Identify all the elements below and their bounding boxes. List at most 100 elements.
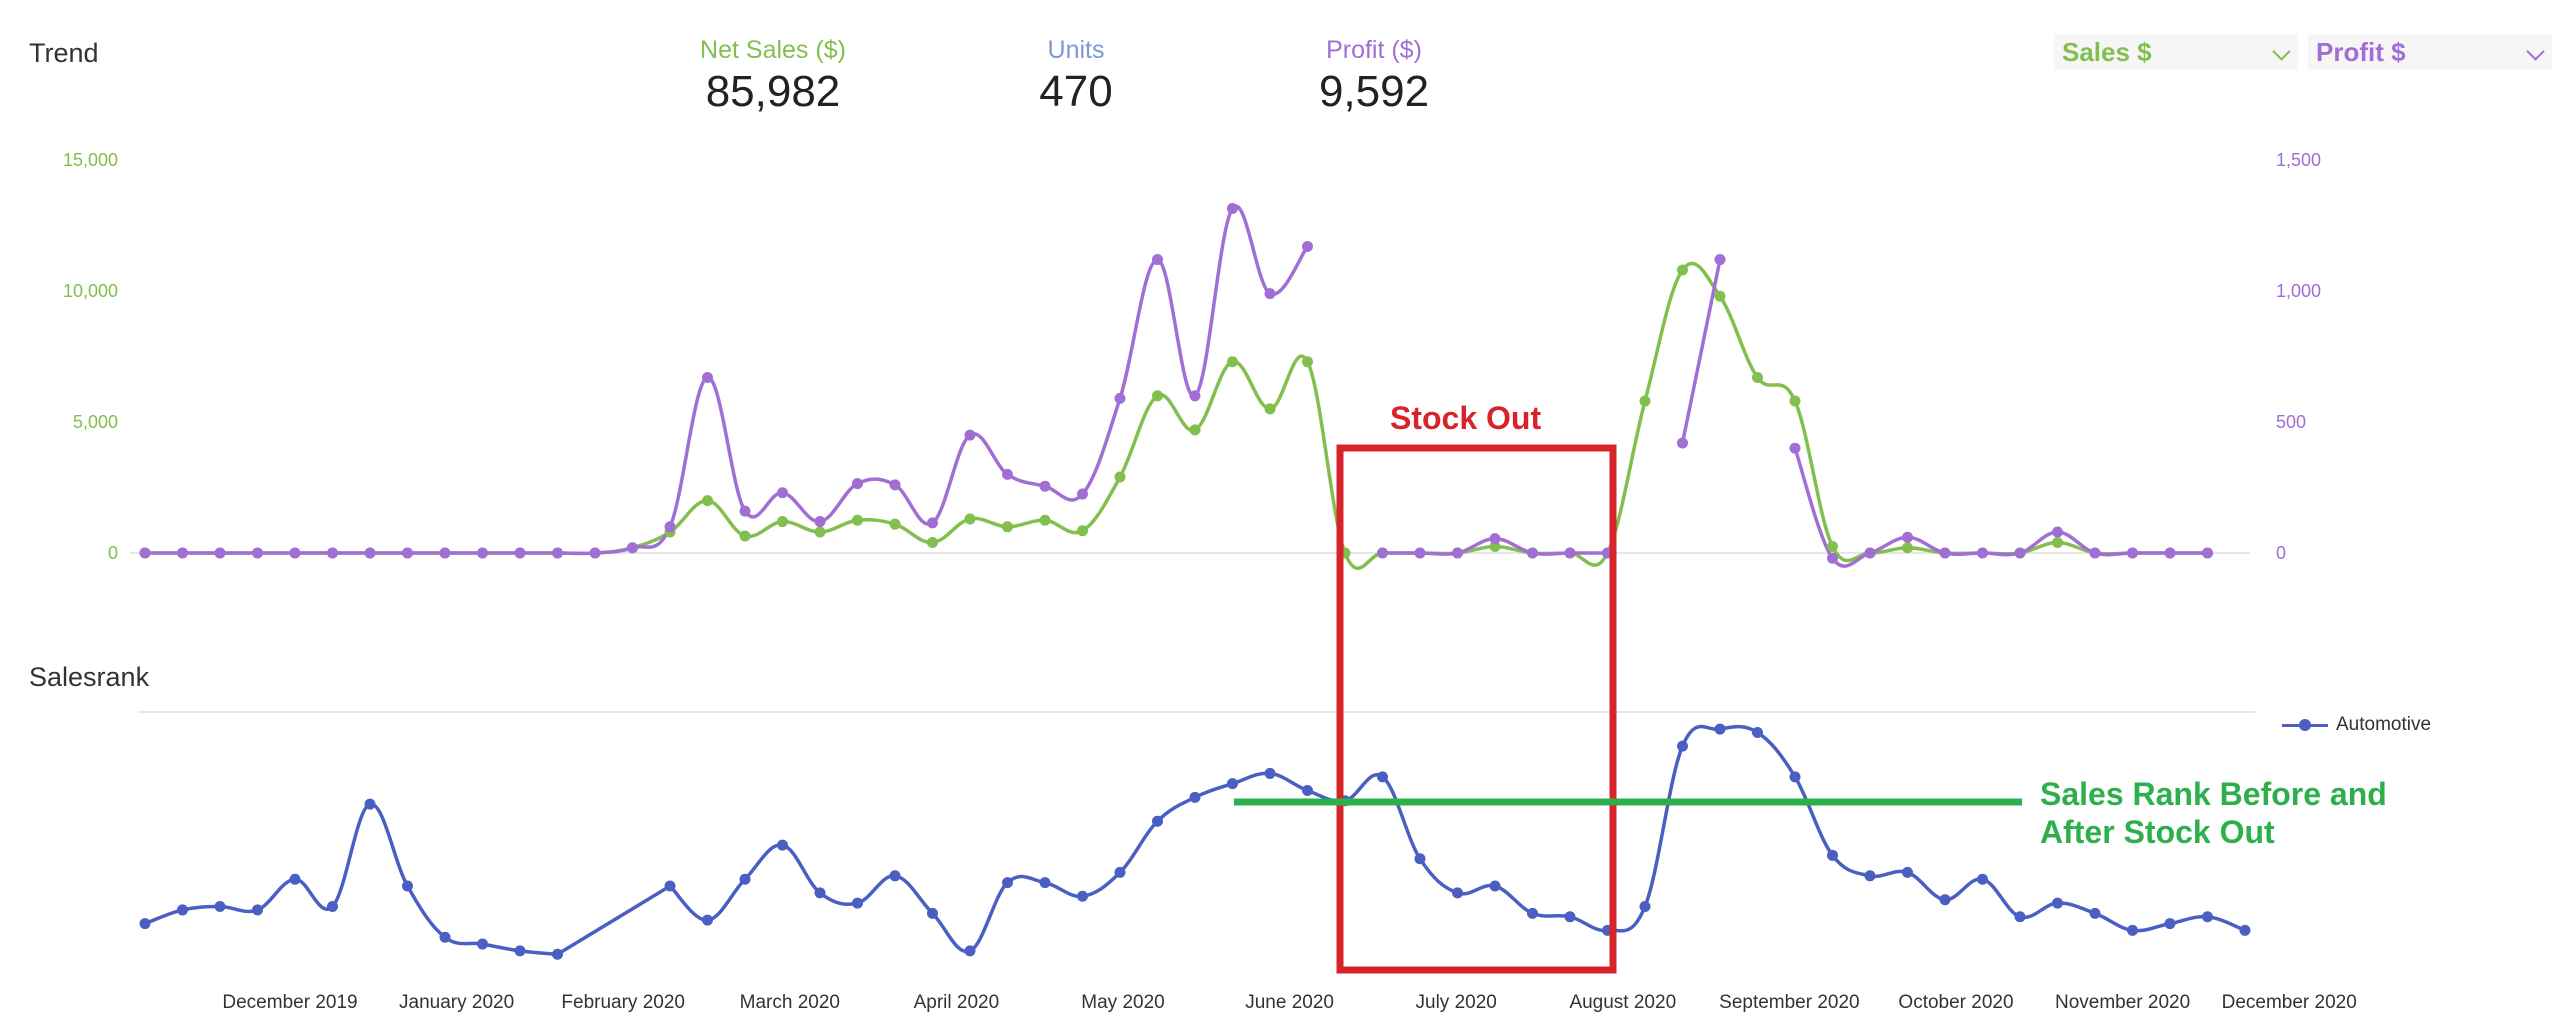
x-tick-label: October 2020: [1898, 992, 2013, 1013]
y-right-tick-label: 1,000: [2276, 281, 2321, 301]
sales-metric-dropdown-label: Sales $: [2062, 37, 2152, 67]
profit-point: [664, 521, 676, 533]
salesrank-point: [1114, 866, 1126, 878]
x-tick-label: March 2020: [740, 992, 840, 1013]
x-tick-label: July 2020: [1416, 992, 1497, 1013]
profit-point: [1939, 547, 1951, 559]
net-sales-point: [1039, 514, 1051, 526]
net-sales-point: [1639, 395, 1651, 407]
profit-point: [702, 371, 713, 383]
profit-point: [2202, 547, 2213, 559]
net-sales-point: [927, 537, 938, 549]
net-sales-point: [1152, 390, 1163, 402]
profit-point: [852, 478, 863, 490]
profit-point: [1077, 488, 1088, 500]
rank-line-label-line-1: Sales Rank Before and: [2040, 776, 2387, 812]
net-sales-point: [1114, 471, 1126, 483]
salesrank-point: [2014, 911, 2026, 923]
legend-label-automotive: Automotive: [2336, 714, 2432, 735]
profit-metric-dropdown-label: Profit $: [2316, 37, 2406, 67]
salesrank-point: [514, 945, 526, 957]
salesrank-point: [852, 897, 863, 909]
salesrank-point: [2127, 924, 2138, 936]
kpi-units-value: 470: [1039, 67, 1113, 116]
profit-point: [814, 516, 826, 528]
profit-point: [1789, 442, 1801, 454]
y-left-tick-label: 15,000: [63, 150, 118, 170]
salesrank-point: [1489, 880, 1501, 892]
legend-line-marker-icon: [2282, 718, 2328, 732]
salesrank-point: [214, 901, 226, 913]
net-sales-point: [1077, 525, 1088, 537]
profit-point: [1264, 288, 1276, 300]
net-sales-point: [1752, 371, 1763, 383]
y-left-tick-label: 0: [108, 543, 118, 563]
kpi-units: Units 470: [946, 36, 1206, 117]
x-tick-label: December 2020: [2222, 992, 2357, 1013]
salesrank-point: [2164, 918, 2176, 930]
x-tick-label: December 2019: [222, 992, 357, 1013]
y-right-tick-label: 0: [2276, 543, 2286, 563]
kpi-net-sales: Net Sales ($) 85,982: [643, 36, 903, 117]
profit-point: [1489, 533, 1501, 545]
profit-metric-dropdown[interactable]: Profit $: [2308, 34, 2552, 70]
salesrank-line: [668, 724, 2246, 954]
x-tick-label: May 2020: [1081, 992, 1164, 1013]
salesrank-point: [1827, 849, 1838, 861]
net-sales-point: [1189, 424, 1201, 436]
salesrank-point: [927, 907, 938, 919]
salesrank-point: [139, 918, 151, 930]
net-sales-point: [852, 514, 863, 526]
salesrank-point: [1189, 791, 1201, 803]
profit-point: [1414, 547, 1426, 559]
salesrank-point: [1864, 870, 1876, 882]
profit-point: [1189, 390, 1201, 402]
salesrank-point: [1377, 771, 1388, 783]
profit-point: [2089, 547, 2101, 559]
profit-point: [1864, 547, 1876, 559]
salesrank-point: [289, 873, 301, 885]
salesrank-point: [1527, 907, 1538, 919]
salesrank-point: [1264, 767, 1276, 779]
salesrank-point: [252, 904, 263, 916]
net-sales-point: [1002, 521, 1013, 533]
net-sales-point: [1227, 356, 1238, 368]
profit-point: [964, 429, 976, 441]
salesrank-point: [1077, 890, 1088, 902]
salesrank-point: [1977, 873, 1988, 885]
salesrank-point: [1039, 877, 1051, 889]
salesrank-point: [1789, 771, 1801, 783]
kpi-profit: Profit ($) 9,592: [1244, 36, 1504, 117]
profit-point: [139, 547, 151, 559]
salesrank-point: [439, 931, 451, 943]
salesrank-line: [556, 884, 671, 956]
salesrank-point: [1714, 723, 1726, 735]
net-sales-point: [1264, 403, 1276, 415]
x-tick-label: April 2020: [914, 992, 1000, 1013]
salesrank-point: [1677, 740, 1688, 752]
salesrank-point: [402, 880, 413, 892]
profit-point: [514, 547, 526, 559]
profit-point: [1152, 254, 1163, 266]
y-right-tick-label: 500: [2276, 412, 2306, 432]
salesrank-legend[interactable]: Automotive: [2282, 714, 2431, 736]
profit-point: [402, 547, 413, 559]
salesrank-point: [1227, 778, 1238, 790]
salesrank-point: [2202, 911, 2213, 923]
profit-point: [177, 547, 188, 559]
salesrank-line: [144, 802, 558, 957]
salesrank-point: [2089, 907, 2101, 919]
profit-point: [2164, 547, 2176, 559]
profit-point: [252, 547, 263, 559]
x-tick-label: January 2020: [399, 992, 514, 1013]
profit-point: [1114, 392, 1126, 404]
profit-point: [927, 517, 938, 529]
kpi-profit-value: 9,592: [1318, 67, 1430, 116]
net-sales-point: [1789, 395, 1801, 407]
sales-metric-dropdown[interactable]: Sales $: [2054, 34, 2298, 70]
profit-point: [289, 547, 301, 559]
profit-line: [145, 204, 1309, 556]
kpi-net-sales-value: 85,982: [705, 67, 841, 116]
profit-point: [889, 479, 901, 491]
